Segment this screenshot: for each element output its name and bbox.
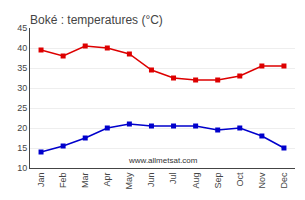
svg-text:Jan: Jan	[36, 173, 46, 188]
svg-text:Jun: Jun	[146, 173, 156, 188]
svg-text:30: 30	[17, 83, 27, 93]
svg-text:Oct: Oct	[235, 172, 245, 187]
svg-text:40: 40	[17, 43, 27, 53]
svg-text:Dec: Dec	[279, 172, 289, 189]
svg-text:Sep: Sep	[213, 173, 223, 189]
svg-text:Mar: Mar	[80, 173, 90, 189]
svg-text:20: 20	[17, 123, 27, 133]
svg-text:10: 10	[17, 163, 27, 173]
svg-text:May: May	[124, 172, 134, 190]
svg-text:Jul: Jul	[168, 173, 178, 185]
svg-text:15: 15	[17, 143, 27, 153]
svg-text:Nov: Nov	[257, 172, 267, 189]
svg-text:www.allmetsat.com: www.allmetsat.com	[128, 156, 198, 165]
svg-text:Apr: Apr	[102, 173, 112, 187]
svg-text:Boké : temperatures (°C): Boké : temperatures (°C)	[30, 13, 163, 27]
svg-text:Feb: Feb	[58, 173, 68, 189]
svg-text:35: 35	[17, 63, 27, 73]
svg-text:Aug: Aug	[191, 173, 201, 189]
svg-text:45: 45	[17, 23, 27, 33]
svg-text:25: 25	[17, 103, 27, 113]
